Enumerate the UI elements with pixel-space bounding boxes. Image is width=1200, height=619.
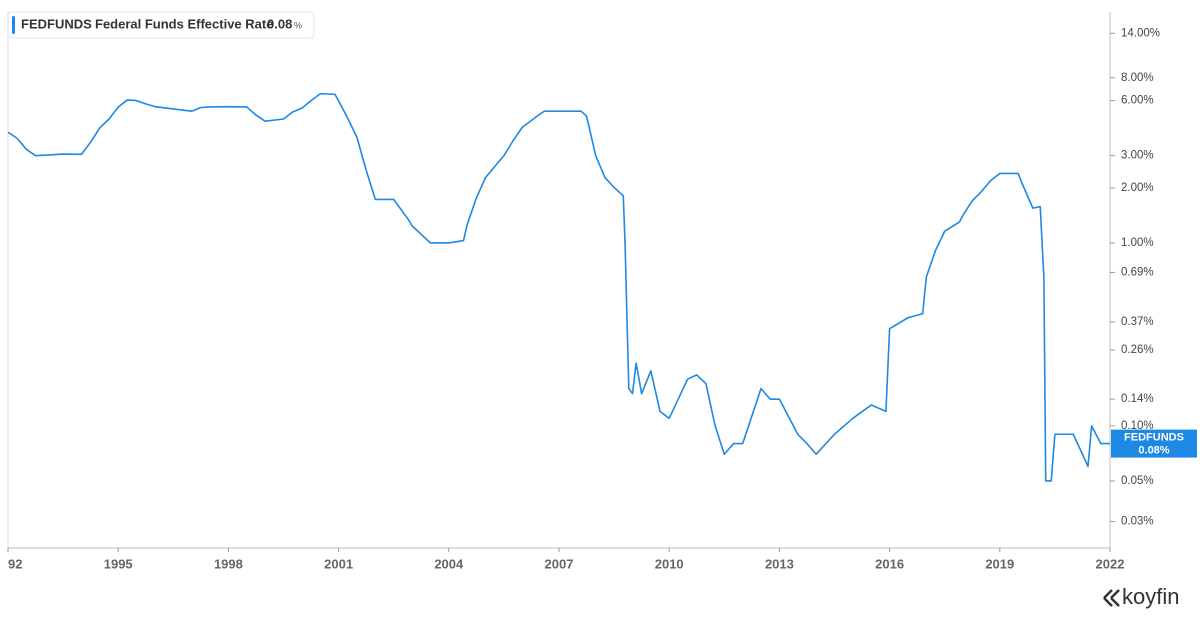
brand-name: koyfin bbox=[1122, 584, 1179, 609]
x-tick-label: 2022 bbox=[1096, 556, 1125, 571]
x-tick-label: 2004 bbox=[434, 556, 464, 571]
legend-swatch bbox=[12, 16, 15, 34]
x-tick-label: 2001 bbox=[324, 556, 353, 571]
last-value-badge bbox=[1111, 429, 1197, 458]
x-tick-label: 92 bbox=[8, 556, 22, 571]
y-tick-label: 6.00% bbox=[1121, 95, 1154, 107]
legend-symbol: FEDFUNDS bbox=[21, 16, 92, 31]
y-tick-label: 0.14% bbox=[1121, 393, 1154, 405]
x-tick-label: 2010 bbox=[655, 556, 684, 571]
series-line bbox=[7, 92, 1110, 482]
x-tick-label: 1995 bbox=[104, 556, 133, 571]
x-tick-label: 2007 bbox=[545, 556, 574, 571]
y-tick-label: 0.26% bbox=[1121, 344, 1154, 356]
legend-value: 0.08 bbox=[267, 16, 292, 31]
x-tick-label: 2016 bbox=[875, 556, 904, 571]
y-tick-label: 0.10% bbox=[1121, 420, 1154, 432]
x-tick-label: 1998 bbox=[214, 556, 243, 571]
y-tick-label: 8.00% bbox=[1121, 72, 1154, 84]
y-tick-label: 0.05% bbox=[1121, 475, 1154, 487]
brand: koyfin bbox=[1103, 584, 1179, 609]
y-tick-label: 14.00% bbox=[1121, 27, 1160, 39]
brand-icon bbox=[1103, 589, 1120, 607]
badge-name: FEDFUNDS bbox=[1124, 432, 1184, 444]
legend-unit: % bbox=[294, 20, 302, 30]
x-tick-label: 2013 bbox=[765, 556, 794, 571]
y-tick-label: 0.03% bbox=[1121, 516, 1154, 528]
y-tick-label: 0.37% bbox=[1121, 316, 1154, 328]
y-tick-label: 1.00% bbox=[1121, 237, 1154, 249]
y-tick-label: 2.00% bbox=[1121, 182, 1154, 194]
x-tick-label: 2019 bbox=[985, 556, 1014, 571]
y-tick-label: 0.69% bbox=[1121, 266, 1154, 278]
y-tick-label: 3.00% bbox=[1121, 150, 1154, 162]
badge-value: 0.08% bbox=[1138, 445, 1169, 457]
chart-subtitle: Federal Funds Effective Rate bbox=[95, 16, 273, 31]
